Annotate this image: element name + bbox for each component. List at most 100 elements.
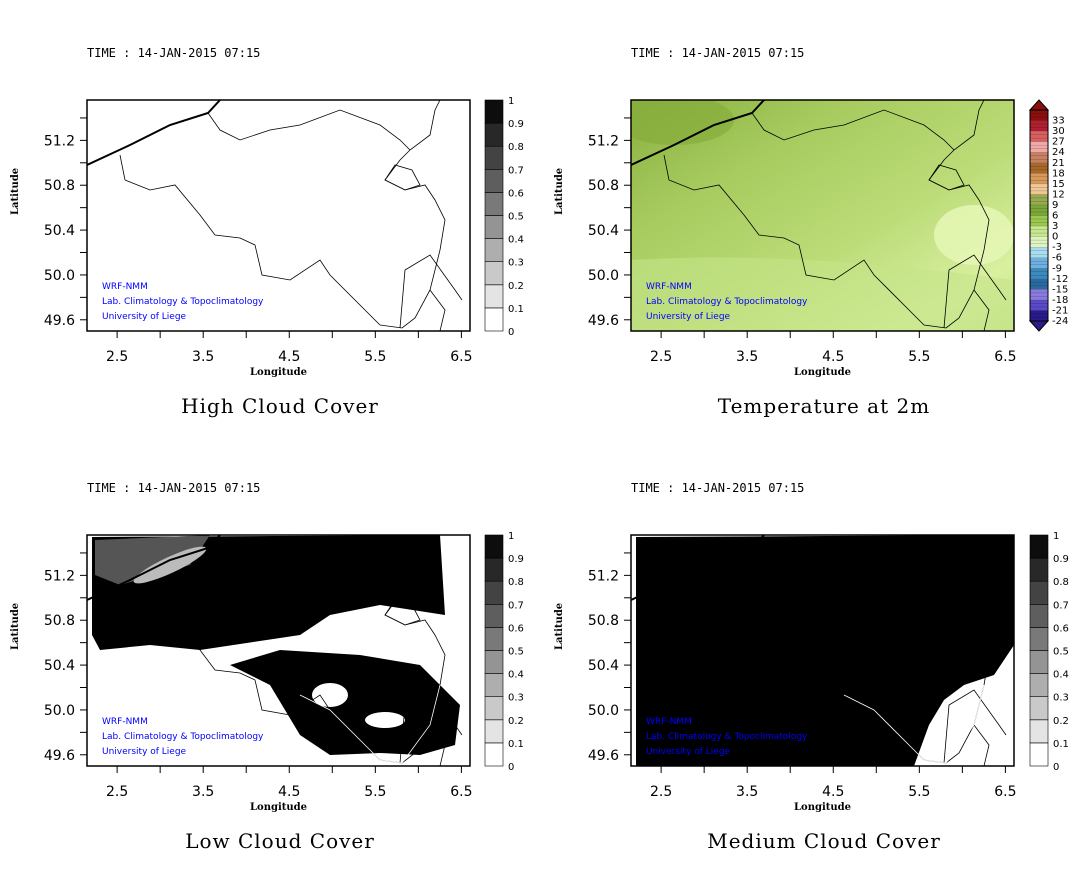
panel-title: Low Cloud Cover bbox=[185, 829, 375, 853]
y-tick-label: 50.4 bbox=[44, 658, 75, 674]
y-tick-label: 49.6 bbox=[44, 748, 75, 764]
colorbar-label: 0.2 bbox=[1053, 716, 1069, 727]
colorbar: -24-21-18-15-12-9-6-30369121518212427303… bbox=[1028, 99, 1068, 332]
colorbar-swatch bbox=[484, 604, 504, 628]
colorbar-swatch bbox=[1030, 204, 1048, 216]
colorbar-swatch bbox=[1030, 215, 1048, 227]
colorbar-max-arrow bbox=[1028, 99, 1050, 111]
y-tick-label: 50.4 bbox=[588, 223, 619, 239]
map-plot: 2.5 3.5 4.5 5.5 6.5 51.2 50.8 50.4 50.0 49.6 WRF-N… bbox=[588, 531, 1069, 800]
colorbar-min-arrow bbox=[1028, 320, 1050, 332]
colorbar-label: 18 bbox=[1052, 168, 1065, 179]
colorbar-label: 0.8 bbox=[508, 577, 524, 588]
colorbar-swatch bbox=[1030, 257, 1048, 269]
colorbar-swatch bbox=[484, 307, 504, 332]
colorbar-label: 15 bbox=[1052, 179, 1065, 190]
colorbar-swatch bbox=[1030, 236, 1048, 248]
country-border bbox=[751, 109, 955, 151]
colorbar-label: 0.9 bbox=[508, 119, 524, 130]
x-axis-label: Longitude bbox=[250, 802, 308, 813]
colorbar-label: -12 bbox=[1052, 274, 1068, 285]
credit-text: WRF-NMM bbox=[102, 282, 148, 292]
colorbar-swatch bbox=[1029, 650, 1049, 674]
colorbar-swatch bbox=[484, 145, 504, 170]
colorbar-swatch bbox=[1030, 226, 1048, 237]
colorbar-label: 21 bbox=[1052, 158, 1065, 169]
colorbar-label: 0.5 bbox=[508, 212, 524, 223]
colorbar: 0 0.1 0.2 0.3 0.4 0.5 0.6 0.7 0.8 0.9 1 bbox=[484, 531, 524, 773]
y-tick-label: 50.4 bbox=[588, 658, 619, 674]
colorbar-swatch bbox=[484, 696, 504, 721]
x-tick-label: 4.5 bbox=[278, 784, 300, 800]
colorbar-label: 27 bbox=[1052, 137, 1065, 148]
panel-title: High Cloud Cover bbox=[181, 394, 379, 418]
colorbar-label: -24 bbox=[1052, 316, 1068, 327]
x-tick-label: 2.5 bbox=[106, 784, 128, 800]
country-border bbox=[384, 164, 421, 191]
time-label: TIME : 14-JAN-2015 07:15 bbox=[631, 481, 805, 495]
colorbar-swatch bbox=[484, 215, 504, 239]
panel-high-cloud: TIME : 14-JAN-2015 07:15 High Cloud Cover… bbox=[0, 0, 543, 434]
colorbar-swatch bbox=[484, 122, 504, 147]
country-border bbox=[207, 109, 411, 151]
colorbar-label: 0 bbox=[1052, 232, 1058, 243]
colorbar-label: 0.9 bbox=[508, 554, 524, 565]
colorbar-label: -6 bbox=[1052, 253, 1062, 264]
colorbar-label: 0.6 bbox=[1053, 623, 1069, 634]
colorbar-label: 0.2 bbox=[508, 281, 524, 292]
colorbar-label: 24 bbox=[1052, 147, 1065, 158]
colorbar-swatch bbox=[1029, 580, 1049, 605]
colorbar-label: 9 bbox=[1052, 200, 1058, 211]
x-axis-label: Longitude bbox=[794, 802, 852, 813]
colorbar-label: 0.1 bbox=[508, 739, 524, 750]
x-tick-label: 6.5 bbox=[994, 784, 1016, 800]
y-tick-label: 49.6 bbox=[44, 313, 75, 329]
country-border bbox=[751, 544, 955, 586]
x-tick-label: 5.5 bbox=[364, 784, 386, 800]
x-tick-label: 6.5 bbox=[450, 784, 472, 800]
colorbar-label: 0.7 bbox=[508, 600, 524, 611]
colorbar-label: 30 bbox=[1052, 126, 1065, 137]
colorbar-swatch bbox=[484, 261, 504, 286]
colorbar-label: 0.8 bbox=[1053, 577, 1069, 588]
credit-text: Lab. Climatology & Topoclimatology bbox=[646, 297, 808, 307]
credit-text: WRF-NMM bbox=[646, 717, 692, 727]
y-tick-label: 51.2 bbox=[44, 568, 75, 584]
x-tick-label: 6.5 bbox=[994, 349, 1016, 365]
country-border bbox=[119, 100, 446, 329]
x-tick-label: 4.5 bbox=[822, 784, 844, 800]
colorbar-label: 0.8 bbox=[508, 142, 524, 153]
colorbar-label: 0.5 bbox=[1053, 647, 1069, 658]
colorbar-swatch bbox=[1029, 627, 1049, 651]
colorbar-swatch bbox=[1029, 673, 1049, 698]
time-label: TIME : 14-JAN-2015 07:15 bbox=[631, 46, 805, 60]
colorbar: 0 0.1 0.2 0.3 0.4 0.5 0.6 0.7 0.8 0.9 1 bbox=[1029, 531, 1069, 773]
colorbar-swatch bbox=[1029, 557, 1049, 582]
credit-text: University of Liege bbox=[646, 312, 731, 322]
colorbar-label: 0.6 bbox=[508, 188, 524, 199]
plot-frame bbox=[630, 99, 1015, 332]
field-layer bbox=[631, 535, 1014, 766]
panel-title: Temperature at 2m bbox=[717, 394, 931, 418]
colorbar-label: 0.9 bbox=[1053, 554, 1069, 565]
colorbar-label: 0.4 bbox=[508, 670, 524, 681]
colorbar-swatch bbox=[484, 580, 504, 605]
credit-text: Lab. Climatology & Topoclimatology bbox=[102, 297, 264, 307]
colorbar-label: 0 bbox=[1053, 762, 1059, 773]
x-tick-label: 5.5 bbox=[908, 784, 930, 800]
colorbar-swatch bbox=[484, 238, 504, 263]
colorbar-swatch bbox=[1030, 173, 1048, 184]
colorbar-swatch bbox=[484, 169, 504, 193]
credit-text: University of Liege bbox=[102, 747, 187, 757]
colorbar-label: 3 bbox=[1052, 221, 1058, 232]
panel-temperature: TIME : 14-JAN-2015 07:15 Temperature at 2… bbox=[544, 0, 1087, 434]
colorbar-label: 0.3 bbox=[1053, 693, 1069, 704]
x-axis-label: Longitude bbox=[794, 367, 852, 378]
colorbar-swatch bbox=[484, 742, 504, 767]
colorbar-swatch bbox=[1029, 719, 1049, 744]
y-tick-label: 51.2 bbox=[588, 568, 619, 584]
country-border bbox=[943, 254, 1007, 331]
y-tick-label: 50.0 bbox=[44, 703, 75, 719]
x-tick-label: 2.5 bbox=[106, 349, 128, 365]
colorbar-label: -3 bbox=[1052, 242, 1062, 253]
